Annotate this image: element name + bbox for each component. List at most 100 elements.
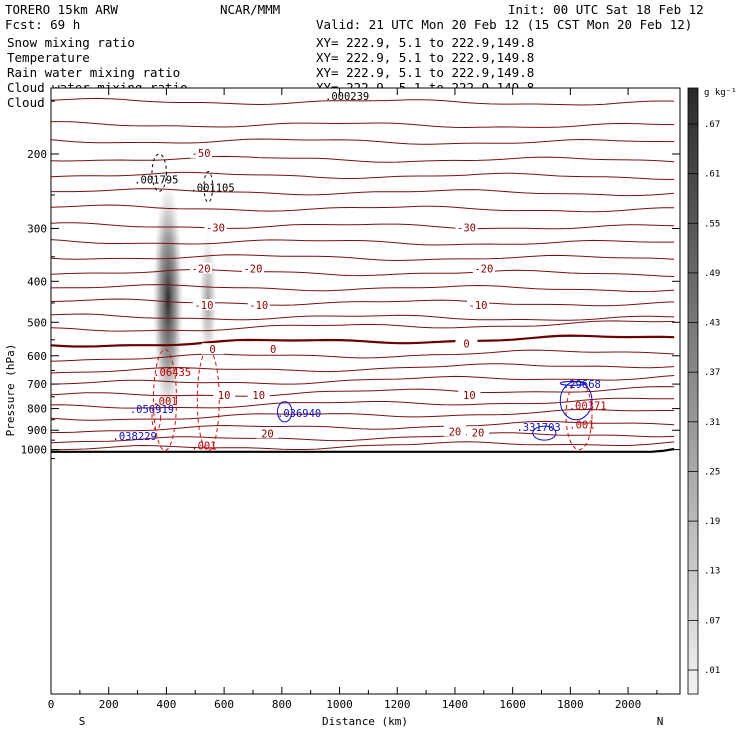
- isotherm-11: [51, 222, 675, 230]
- model-title: TORERO 15km ARW: [5, 2, 118, 17]
- isotherm-14: [51, 268, 675, 277]
- temp-label-bg: [458, 389, 481, 401]
- y-axis-label: Pressure (hPa): [4, 344, 17, 437]
- temp-label-4: -20: [243, 263, 262, 275]
- x-tick-label-9: 1800: [557, 698, 584, 711]
- y-tick-label-7: 900: [27, 424, 47, 437]
- temp-label-bg: [467, 426, 490, 438]
- y-tick-label-8: 1000: [21, 444, 48, 457]
- isotherm-8: [51, 171, 675, 180]
- isotherm-15: [51, 284, 675, 293]
- x-tick-label-10: 2000: [615, 698, 642, 711]
- colorbar-label-11: .67: [704, 120, 720, 130]
- cloudwater-blob-1: [276, 401, 293, 423]
- x-axis-label: Distance (km): [322, 715, 408, 728]
- maximum-label-9: .00371: [569, 401, 607, 413]
- x-tick-label-1: 200: [99, 698, 119, 711]
- temp-label-17: 20: [472, 427, 485, 439]
- rain-contour-2: [196, 349, 220, 451]
- temp-label-bg: [201, 343, 224, 355]
- maximum-label-5: .036940: [277, 408, 321, 420]
- forecast-hour: Fcst: 69 h: [5, 17, 80, 32]
- isotherm-21: [51, 363, 675, 374]
- maximum-label-6: .038229: [113, 431, 157, 443]
- colorbar-label-1: .07: [704, 616, 720, 626]
- isotherm-19: [51, 334, 675, 348]
- temp-label-bg: [213, 389, 236, 401]
- x-tick-label-3: 600: [214, 698, 234, 711]
- isotherm-27: [51, 432, 675, 444]
- isotherm-4: [51, 97, 675, 106]
- maxima-labels: .001795.001105.06435.001.056919.036940.0…: [113, 175, 607, 453]
- temp-label-bg: [190, 262, 213, 274]
- x-tick-label-7: 1400: [442, 698, 469, 711]
- x-tick-label-0: 0: [48, 698, 55, 711]
- y-tick-label-3: 500: [27, 316, 47, 329]
- temp-label-15: 20: [261, 428, 274, 440]
- maximum-label-0: .001795: [134, 175, 178, 187]
- isotherm-13: [51, 254, 675, 262]
- y-tick-label-1: 300: [27, 222, 47, 235]
- plot-area: -50 -30 -30 -20 -20 -20 -10 -10 -10 0 0 0 10 10 10 20 20…: [51, 88, 680, 694]
- temp-label-bg: [192, 299, 215, 311]
- legend-name-0: Snow mixing ratio: [7, 35, 135, 50]
- isotherm-24: [51, 397, 675, 409]
- cloudwater-blob-4: [559, 380, 587, 386]
- x-tick-label-2: 400: [156, 698, 176, 711]
- temp-label-9: 0: [209, 344, 215, 356]
- isotherm-18: [51, 320, 675, 332]
- temp-label-bg: [455, 337, 478, 349]
- moisture-contours: [151, 153, 593, 451]
- temp-label-8: -10: [469, 300, 488, 312]
- legend-name-1: Temperature: [7, 50, 90, 65]
- maximum-label-11: .001: [191, 441, 216, 453]
- isotherm-5: [51, 121, 675, 129]
- temp-label-14: 10: [463, 390, 476, 402]
- isotherm-9: [51, 188, 675, 197]
- maximum-label-7: .331703: [516, 422, 560, 434]
- temp-label-7: -10: [249, 300, 268, 312]
- axes: 0 200 400 600 800 1000 1200 1400 1600 1800 2000200…: [21, 88, 680, 711]
- init-time: Init: 00 UTC Sat 18 Feb 12: [508, 2, 704, 17]
- colorbar-label-7: .43: [704, 319, 720, 329]
- colorbar: g kg⁻¹ .01 .07 .13 .19 .25 .31 .37 .43 .49 .55 .61…: [687, 87, 737, 695]
- isotherm-7: [51, 155, 675, 163]
- colorbar-label-0: .01: [704, 666, 720, 676]
- snow-column-main: [153, 182, 183, 418]
- maximum-label-3: .001: [152, 396, 177, 408]
- cloudwater-blob-3: [532, 425, 557, 441]
- isotherm-17: [51, 313, 675, 321]
- north-end-label: N: [657, 715, 664, 728]
- south-end-label: S: [79, 715, 86, 728]
- temp-label-12: 10: [218, 390, 231, 402]
- legend-xy-2: XY= 222.9, 5.1 to 222.9,149.8: [316, 65, 534, 80]
- colorbar-label-2: .13: [704, 567, 720, 577]
- rain-contour-4: [151, 403, 162, 431]
- isotherm-16: [51, 298, 675, 307]
- temp-label-bg: [467, 299, 490, 311]
- temp-label-bg: [262, 343, 285, 355]
- y-tick-label-5: 700: [27, 378, 47, 391]
- colorbar-label-6: .37: [704, 368, 720, 378]
- temp-label-3: -20: [192, 263, 211, 275]
- temp-label-bg: [247, 299, 270, 311]
- temp-label-bg: [256, 427, 279, 439]
- isotherm-12: [51, 239, 675, 246]
- y-tick-label-4: 600: [27, 350, 47, 363]
- temperature-labels: -50 -30 -30 -20 -20 -20 -10 -10 -10 0 0 0 10 10 10 20 20…: [190, 147, 495, 440]
- isotherm-23: [51, 386, 675, 397]
- ice-contour-1: [151, 153, 167, 192]
- x-tick-label-8: 1600: [499, 698, 526, 711]
- plot-frame: [50, 87, 681, 695]
- temp-label-bg: [241, 262, 264, 274]
- temp-label-6: -10: [194, 300, 213, 312]
- y-tick-label-2: 400: [27, 275, 47, 288]
- legend-xy-0: XY= 222.9, 5.1 to 222.9,149.8: [316, 35, 534, 50]
- temperature-contours: [51, 97, 675, 453]
- temp-label-1: -30: [206, 222, 225, 234]
- x-tick-label-4: 800: [272, 698, 292, 711]
- x-tick-label-5: 1000: [326, 698, 353, 711]
- colorbar-label-8: .49: [704, 269, 720, 279]
- legend-xy-1: XY= 222.9, 5.1 to 222.9,149.8: [316, 50, 534, 65]
- isotherm-25: [51, 408, 675, 421]
